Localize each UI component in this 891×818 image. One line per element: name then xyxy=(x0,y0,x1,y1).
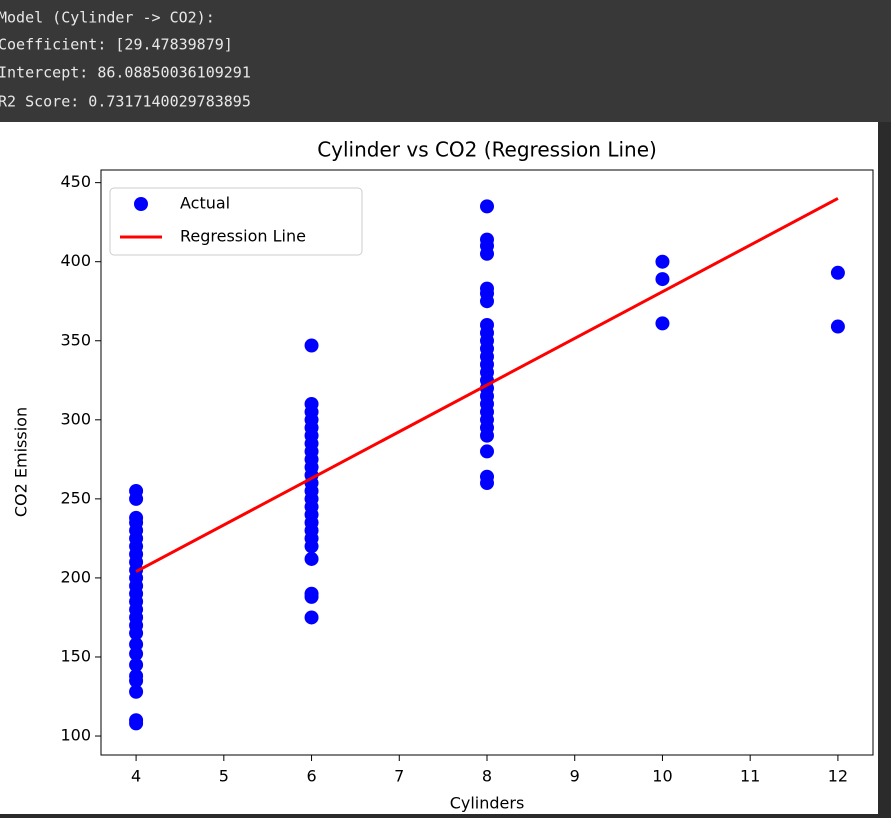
y-tick-label: 150 xyxy=(60,646,91,665)
scatter-point xyxy=(304,551,319,566)
scatter-point xyxy=(304,586,319,601)
y-tick-label: 100 xyxy=(60,726,91,745)
x-tick-label: 4 xyxy=(131,767,141,786)
y-tick-label: 300 xyxy=(60,409,91,428)
console-line: R2 Score: 0.7317140029783895 xyxy=(0,93,251,111)
x-tick-label: 9 xyxy=(570,767,580,786)
chart-title: Cylinder vs CO2 (Regression Line) xyxy=(317,138,657,162)
x-tick-label: 8 xyxy=(482,767,492,786)
regression-line xyxy=(135,197,839,573)
scatter-point xyxy=(655,316,670,331)
scatter-point xyxy=(304,338,319,353)
scatter-point xyxy=(129,483,144,498)
legend-marker xyxy=(134,197,148,211)
plot-frame xyxy=(100,169,874,756)
right-strip xyxy=(878,122,891,814)
scatter-point xyxy=(655,272,670,287)
y-tick-label: 450 xyxy=(60,172,91,191)
y-tick-label: 250 xyxy=(60,488,91,507)
y-axis-label: CO2 Emission xyxy=(12,407,31,517)
scatter-point xyxy=(480,232,494,247)
scatter-point xyxy=(480,469,494,484)
scatter-point xyxy=(129,637,144,652)
scatter-point xyxy=(480,444,494,459)
console-bg xyxy=(0,0,891,122)
x-tick-label: 7 xyxy=(394,767,404,786)
scatter-point xyxy=(129,657,144,672)
console-line: Intercept: 86.08850036109291 xyxy=(0,64,251,82)
x-tick-label: 10 xyxy=(652,767,672,786)
x-tick-label: 5 xyxy=(219,767,229,786)
legend-box xyxy=(109,187,363,256)
x-axis-label: Cylinders xyxy=(450,794,525,813)
scatter-point xyxy=(129,510,144,525)
console-line: Model (Cylinder -> CO2): xyxy=(0,9,215,27)
scatter-point xyxy=(304,397,319,411)
x-tick-label: 12 xyxy=(828,767,848,786)
scatter-point xyxy=(830,265,845,280)
x-tick-label: 6 xyxy=(306,767,316,786)
scatter-point xyxy=(129,668,144,683)
scatter-point xyxy=(655,254,670,269)
scatter-point xyxy=(304,610,319,625)
scatter-point xyxy=(480,281,494,296)
scatter-point xyxy=(129,713,144,728)
legend-label: Regression Line xyxy=(180,227,306,246)
scatter-point xyxy=(830,319,845,334)
scatter-point xyxy=(480,199,494,214)
y-tick-label: 350 xyxy=(60,330,91,349)
x-tick-label: 11 xyxy=(740,767,760,786)
y-tick-label: 200 xyxy=(60,567,91,586)
scatter-point xyxy=(129,684,144,699)
scatter-point xyxy=(480,317,494,332)
console-line: Coefficient: [29.47839879] xyxy=(0,36,233,54)
legend-label: Actual xyxy=(180,194,230,213)
y-tick-label: 400 xyxy=(60,251,91,270)
